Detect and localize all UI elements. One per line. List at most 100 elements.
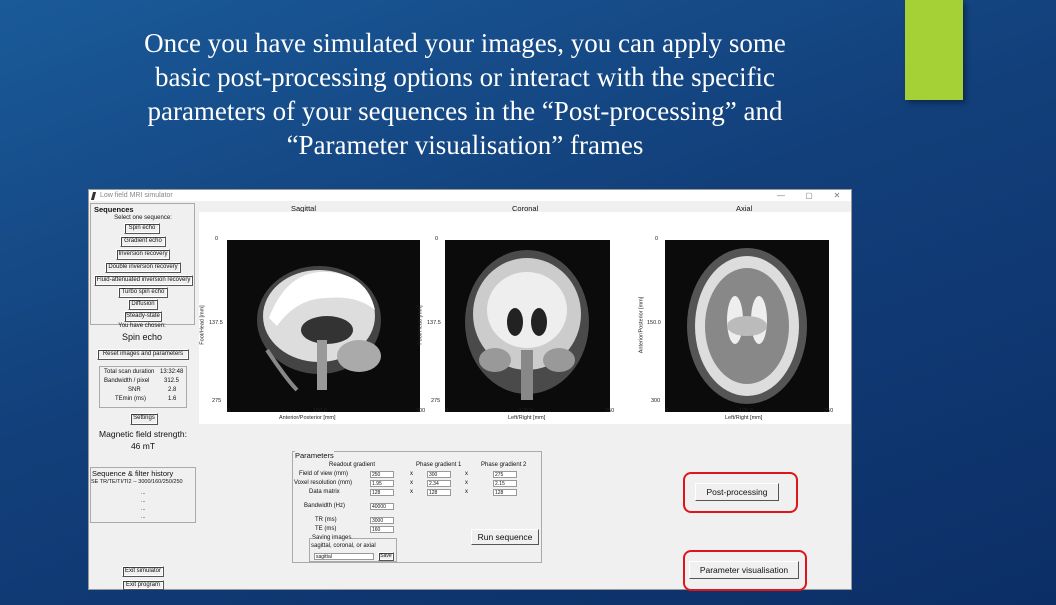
accent-rectangle bbox=[905, 0, 963, 100]
sidebar: Sequences Select one sequence: Spin echo… bbox=[89, 201, 197, 590]
post-processing-highlight bbox=[683, 472, 798, 513]
separator: x bbox=[465, 480, 468, 486]
te-field[interactable]: 160 bbox=[370, 526, 394, 533]
stat-label: Total scan duration bbox=[104, 369, 155, 375]
parameter-visualisation-button[interactable]: Parameter visualisation bbox=[689, 561, 799, 579]
sequence-button-gradient-echo[interactable]: Gradient echo bbox=[120, 236, 166, 247]
history-group: Sequence & filter history SE TR/TE/TI/TI… bbox=[90, 467, 196, 523]
voxel-phase2-field[interactable]: 2.15 bbox=[493, 480, 517, 487]
slide-line: “Parameter visualisation” frames bbox=[286, 130, 644, 160]
tr-label: TR (ms) bbox=[315, 517, 337, 523]
sequences-title: Sequences bbox=[94, 205, 134, 214]
axial-image[interactable] bbox=[665, 240, 829, 412]
history-placeholder: ... bbox=[141, 490, 146, 496]
column-header: Phase gradient 2 bbox=[481, 462, 527, 468]
saving-hint: sagittal, coronal, or axial bbox=[311, 543, 376, 549]
sagittal-image[interactable] bbox=[227, 240, 420, 412]
separator: x bbox=[410, 489, 413, 495]
column-header: Readout gradient bbox=[329, 462, 376, 468]
fov-phase1-field[interactable]: 300 bbox=[427, 471, 451, 478]
sequence-button-diffusion[interactable]: Diffusion bbox=[128, 299, 158, 310]
fov-readout-field[interactable]: 250 bbox=[370, 471, 394, 478]
tick-label: 300 bbox=[651, 398, 661, 404]
sequences-group: Sequences Select one sequence: bbox=[90, 203, 195, 325]
plot-title-sagittal: Sagittal bbox=[291, 204, 317, 213]
row-label: Data matrix bbox=[309, 489, 340, 495]
tick-label: 137.5 bbox=[209, 320, 223, 326]
sequence-button-flair[interactable]: Fluid-attenuated inversion recovery bbox=[94, 275, 193, 286]
tick-label: 0 bbox=[445, 408, 449, 414]
separator: x bbox=[465, 471, 468, 477]
bandwidth-field[interactable]: 40000 bbox=[370, 503, 394, 510]
stat-label: TEmin (ms) bbox=[115, 396, 146, 402]
row-label: Field of view (mm) bbox=[299, 471, 349, 477]
history-placeholder: ... bbox=[141, 514, 146, 520]
settings-button[interactable]: Settings bbox=[130, 413, 158, 425]
sequence-button-spin-echo[interactable]: Spin echo bbox=[124, 223, 160, 234]
coronal-image[interactable] bbox=[445, 240, 610, 412]
slide-line: basic post-processing options or interac… bbox=[154, 62, 776, 92]
stat-value: 13:32:48 bbox=[160, 369, 184, 375]
x-axis-label: Left/Right [mm] bbox=[725, 415, 763, 421]
tick-label: 250 bbox=[824, 408, 834, 414]
slide-text: Once you have simulated your images, you… bbox=[30, 26, 900, 162]
tick-label: 125.0 bbox=[519, 408, 533, 414]
column-header: Phase gradient 1 bbox=[416, 462, 462, 468]
plot-title-coronal: Coronal bbox=[512, 204, 539, 213]
tick-label: 0 bbox=[215, 236, 219, 242]
run-sequence-button[interactable]: Run sequence bbox=[471, 529, 539, 545]
fov-phase2-field[interactable]: 275 bbox=[493, 471, 517, 478]
matrix-phase1-field[interactable]: 128 bbox=[427, 489, 451, 496]
tick-label: 125.0 bbox=[739, 408, 753, 414]
reset-images-button[interactable]: Reset images and parameters bbox=[97, 349, 189, 360]
tick-label: 0 bbox=[435, 236, 439, 242]
tick-label: 275 bbox=[431, 398, 441, 404]
history-placeholder: ... bbox=[141, 498, 146, 504]
slide-line: parameters of your sequences in the “Pos… bbox=[147, 96, 783, 126]
stat-value: 312.5 bbox=[164, 378, 180, 384]
sequence-button-turbo-spin-echo[interactable]: Turbo spin echo bbox=[118, 287, 168, 298]
tick-label: 150.0 bbox=[313, 408, 327, 414]
parameters-frame: Parameters Readout gradient Phase gradie… bbox=[292, 451, 542, 563]
image-plots-area: 0 137.5 275 0 150.0 300 Anterior/Posteri… bbox=[199, 212, 851, 424]
sequence-button-steady-state[interactable]: Steady-state bbox=[124, 311, 162, 322]
matrix-readout-field[interactable]: 128 bbox=[370, 489, 394, 496]
stat-value: 1.6 bbox=[168, 396, 177, 402]
tick-label: 137.5 bbox=[427, 320, 441, 326]
x-axis-label: Anterior/Posterior [mm] bbox=[279, 415, 336, 421]
voxel-phase1-field[interactable]: 2.34 bbox=[427, 480, 451, 487]
saving-plane-field[interactable]: sagittal bbox=[314, 553, 374, 560]
save-button[interactable]: Save bbox=[378, 552, 394, 561]
post-processing-button[interactable]: Post-processing bbox=[695, 483, 779, 501]
field-strength-label: Magnetic field strength: bbox=[99, 429, 187, 439]
x-axis-label: Left/Right [mm] bbox=[508, 415, 546, 421]
maximize-icon[interactable]: ▢ bbox=[805, 191, 813, 200]
matrix-phase2-field[interactable]: 128 bbox=[493, 489, 517, 496]
tick-label: 275 bbox=[212, 398, 222, 404]
y-axis-label: Anterior/Posterior [mm] bbox=[638, 296, 645, 354]
app-window: Low field MRI simulator — ▢ ✕ Sequences … bbox=[88, 189, 852, 590]
slide-line: Once you have simulated your images, you… bbox=[144, 28, 786, 58]
stat-label: SNR bbox=[128, 387, 141, 393]
parameters-title: Parameters bbox=[295, 451, 334, 460]
sequence-button-double-inversion-recovery[interactable]: Double inversion recovery bbox=[105, 262, 181, 273]
separator: x bbox=[410, 480, 413, 486]
tick-label: 300 bbox=[416, 408, 426, 414]
select-sequence-label: Select one sequence: bbox=[114, 215, 172, 221]
y-axis-label: Foot/Head [mm] bbox=[417, 305, 424, 345]
separator: x bbox=[465, 489, 468, 495]
tr-field[interactable]: 3000 bbox=[370, 517, 394, 524]
feather-icon bbox=[90, 191, 97, 200]
minimize-icon[interactable]: — bbox=[777, 191, 785, 200]
exit-simulator-button[interactable]: Exit simulator bbox=[122, 566, 164, 577]
history-placeholder: ... bbox=[141, 506, 146, 512]
history-title: Sequence & filter history bbox=[92, 469, 174, 478]
chosen-label: You have chosen: bbox=[118, 323, 166, 329]
close-icon[interactable]: ✕ bbox=[833, 191, 841, 200]
title-bar: Low field MRI simulator — ▢ ✕ bbox=[89, 190, 851, 201]
exit-program-button[interactable]: Exit program bbox=[122, 580, 164, 590]
stat-label: Bandwidth / pixel bbox=[104, 378, 150, 384]
sequence-button-inversion-recovery[interactable]: Inversion recovery bbox=[116, 249, 170, 260]
voxel-readout-field[interactable]: 1.95 bbox=[370, 480, 394, 487]
stat-value: 2.8 bbox=[168, 387, 177, 393]
